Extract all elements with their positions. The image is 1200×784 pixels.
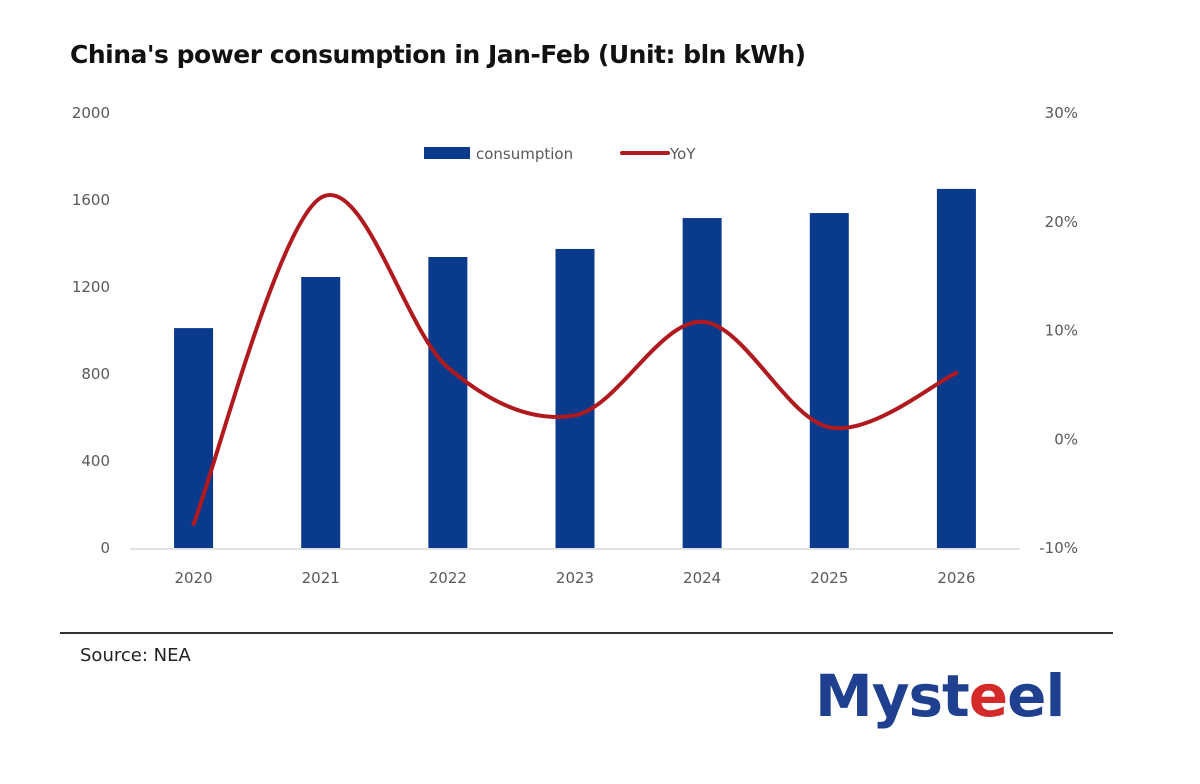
legend-consumption-label: consumption <box>476 145 573 163</box>
logo-text-end: el <box>1007 662 1065 730</box>
right-tick-label: -10% <box>1039 539 1078 557</box>
bar-2024 <box>682 218 722 549</box>
divider <box>60 632 1113 634</box>
bars <box>174 188 976 549</box>
right-axis-ticks: -10% 0% 10% 20% 30% <box>1039 104 1078 557</box>
bar-2023 <box>555 248 595 548</box>
bar-2022 <box>428 256 468 548</box>
left-tick-label: 0 <box>100 539 110 557</box>
bar-2021 <box>301 276 341 548</box>
x-tick-label: 2026 <box>937 569 975 587</box>
left-tick-label: 2000 <box>72 104 110 122</box>
left-tick-label: 800 <box>81 365 110 383</box>
legend-consumption-swatch <box>424 147 470 159</box>
x-tick-label: 2024 <box>683 569 721 587</box>
right-tick-label: 30% <box>1045 104 1078 122</box>
left-tick-label: 1600 <box>72 191 110 209</box>
x-axis-ticks: 2020 2021 2022 2023 2024 2025 2026 <box>174 569 975 587</box>
x-tick-label: 2022 <box>429 569 467 587</box>
x-tick-label: 2021 <box>302 569 340 587</box>
legend: consumption YoY <box>424 145 696 163</box>
source-note: Source: NEA <box>80 645 191 666</box>
x-tick-label: 2025 <box>810 569 848 587</box>
chart-title: China's power consumption in Jan-Feb (Un… <box>70 40 806 69</box>
mysteel-logo: Mysteel <box>815 662 1065 730</box>
bar-2025 <box>809 213 849 549</box>
x-tick-label: 2020 <box>174 569 212 587</box>
x-tick-label: 2023 <box>556 569 594 587</box>
left-axis-ticks: 0 400 800 1200 1600 2000 <box>72 104 110 557</box>
logo-accent-letter: e <box>968 662 1008 730</box>
left-tick-label: 400 <box>81 452 110 470</box>
yoy-line <box>191 193 959 527</box>
logo-text-start: Myst <box>815 662 970 730</box>
bar-2026 <box>936 188 976 548</box>
legend-yoy-label: YoY <box>669 145 696 163</box>
chart: 0 400 800 1200 1600 2000 -10% 0% 10% 20% 30% 2020… <box>72 104 1078 587</box>
bar-2020 <box>174 328 214 548</box>
right-tick-label: 10% <box>1045 322 1078 340</box>
right-tick-label: 20% <box>1045 213 1078 231</box>
right-tick-label: 0% <box>1054 430 1078 448</box>
left-tick-label: 1200 <box>72 278 110 296</box>
